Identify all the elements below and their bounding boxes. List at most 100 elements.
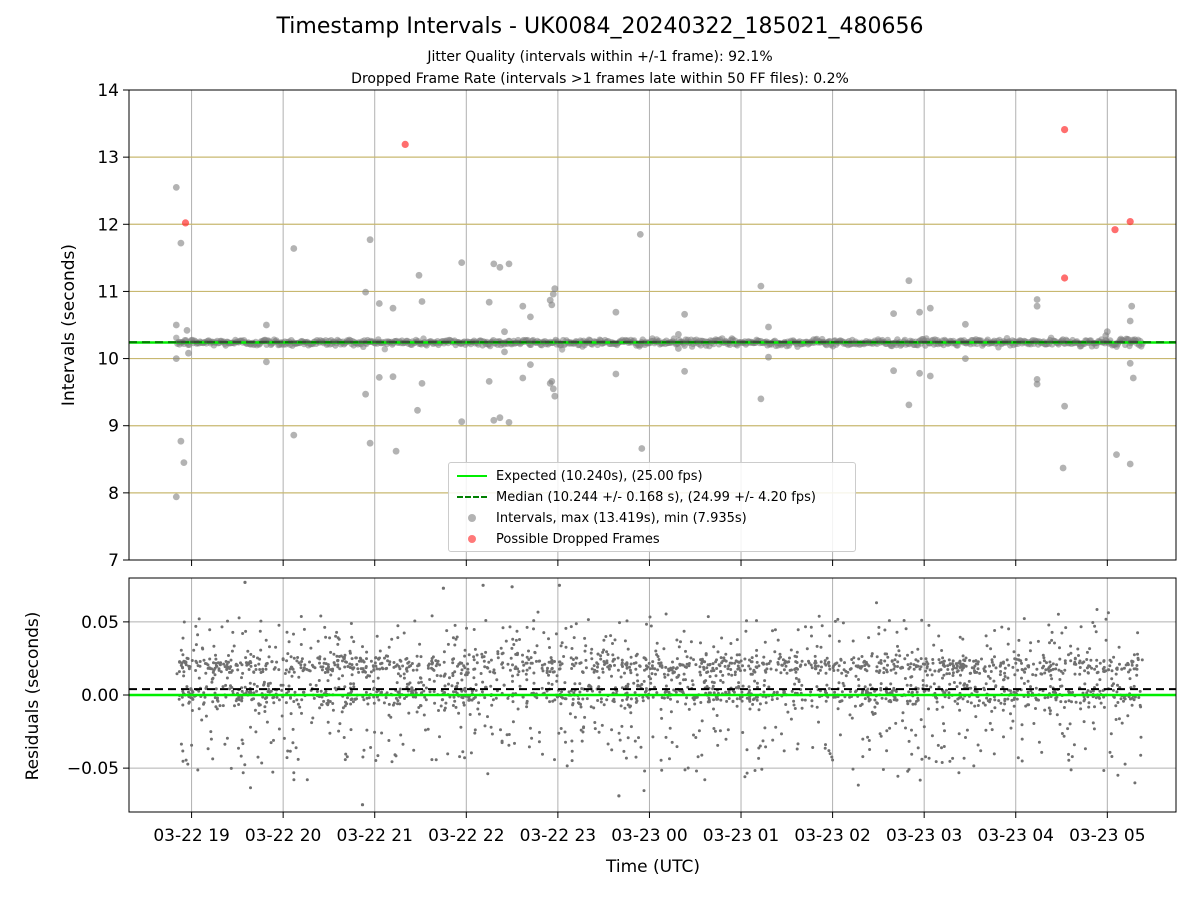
residual-point <box>919 657 923 661</box>
residual-point <box>322 661 326 665</box>
residual-point <box>434 758 438 762</box>
residual-point <box>656 668 660 672</box>
residual-point <box>408 681 412 685</box>
interval-outlier-point <box>1033 380 1041 388</box>
residual-point <box>488 670 492 674</box>
residual-point <box>186 657 190 661</box>
residual-point <box>277 727 281 731</box>
residual-point <box>1011 719 1015 723</box>
residual-point <box>398 695 402 699</box>
residual-point <box>295 659 299 663</box>
residual-point <box>417 681 421 685</box>
residual-point <box>983 688 986 692</box>
residual-point <box>809 625 813 629</box>
residual-point <box>583 649 587 653</box>
residual-point <box>1085 691 1089 695</box>
residual-point <box>662 647 666 651</box>
residual-point <box>521 653 524 657</box>
residual-point <box>966 700 970 704</box>
residual-point <box>572 664 576 668</box>
intervals-y-axis-label: Intervals (seconds) <box>59 244 79 406</box>
residual-point <box>1035 667 1039 671</box>
residual-point <box>419 680 423 684</box>
interval-outlier-point <box>1128 302 1136 310</box>
residual-point <box>935 696 939 700</box>
residual-point <box>423 695 427 699</box>
residual-point <box>782 749 786 753</box>
residual-point <box>1043 708 1047 712</box>
residual-point <box>1042 659 1046 663</box>
residual-point <box>287 670 291 674</box>
residual-point <box>261 667 265 671</box>
chart-title: Timestamp Intervals - UK0084_20240322_18… <box>276 14 924 39</box>
residual-point <box>1104 669 1108 673</box>
residual-point <box>394 754 398 758</box>
residual-point <box>571 702 575 705</box>
residual-point <box>351 700 355 704</box>
residual-point <box>460 661 464 665</box>
interval-outlier-point <box>549 385 557 393</box>
residual-point <box>1007 627 1011 631</box>
residual-point <box>179 742 183 746</box>
residual-point <box>477 701 481 705</box>
residual-point <box>712 698 716 702</box>
residual-point <box>247 661 251 665</box>
residual-point <box>1114 704 1118 708</box>
residual-point <box>410 687 414 691</box>
residual-point <box>569 625 573 629</box>
residual-point <box>994 685 998 689</box>
residual-point <box>179 663 183 667</box>
residual-point <box>783 659 787 663</box>
residual-point <box>386 659 390 663</box>
residual-point <box>800 698 804 702</box>
residual-point <box>1020 661 1023 665</box>
residual-point <box>472 658 476 662</box>
residual-point <box>1022 682 1026 685</box>
residual-point <box>1067 699 1071 703</box>
residual-point <box>914 658 918 662</box>
residual-point <box>243 763 247 767</box>
residual-point <box>736 667 740 671</box>
residual-point <box>396 699 400 703</box>
residual-point <box>942 659 946 663</box>
residual-point <box>378 649 382 653</box>
residual-point <box>757 708 761 712</box>
residual-point <box>895 698 899 702</box>
residual-point <box>345 660 348 664</box>
residual-point <box>453 623 457 627</box>
residual-point <box>579 705 583 709</box>
residual-point <box>1041 666 1044 670</box>
residual-point <box>945 672 949 676</box>
residual-point <box>765 667 769 671</box>
residual-point <box>1074 700 1078 704</box>
residual-point <box>177 697 181 701</box>
residual-point <box>976 743 980 747</box>
residual-point <box>873 698 877 702</box>
residual-point <box>574 661 578 665</box>
residual-point <box>999 670 1003 673</box>
residual-point <box>836 668 840 672</box>
residual-point <box>435 662 439 666</box>
residual-point <box>602 638 606 642</box>
residual-point <box>1012 650 1016 654</box>
residual-point <box>703 778 707 782</box>
residual-point <box>319 614 323 618</box>
residual-point <box>707 691 711 695</box>
residual-point <box>653 685 657 689</box>
residual-point <box>1107 668 1111 672</box>
residual-point <box>236 668 240 672</box>
residual-point <box>925 684 929 688</box>
residual-point <box>384 654 388 658</box>
residual-point <box>424 698 428 702</box>
residual-point <box>657 661 661 665</box>
residual-point <box>906 702 910 706</box>
residual-point <box>1110 677 1114 681</box>
residual-point <box>323 657 327 661</box>
residual-point <box>624 756 628 760</box>
residual-point <box>572 636 576 640</box>
residual-point <box>506 662 510 666</box>
residual-point <box>500 741 504 745</box>
residual-extreme-point <box>441 586 445 590</box>
residual-point <box>779 671 783 675</box>
interval-outlier-point <box>172 184 180 191</box>
